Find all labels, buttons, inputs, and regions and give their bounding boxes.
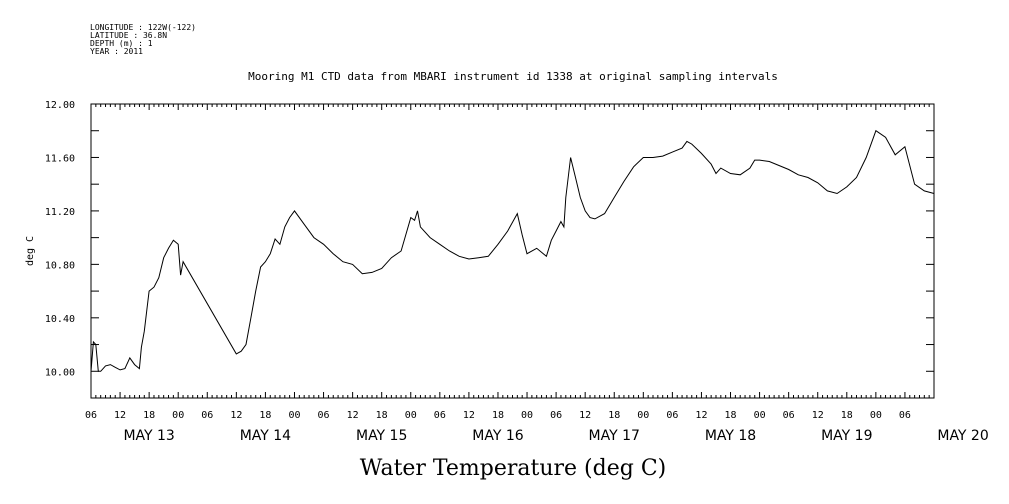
- x-day-label: MAY 16: [472, 428, 523, 444]
- x-tick-label: 18: [608, 410, 620, 421]
- x-tick-label: 12: [230, 410, 242, 421]
- x-tick-label: 12: [579, 410, 591, 421]
- x-day-label: MAY 18: [705, 428, 756, 444]
- x-day-label: MAY 19: [821, 428, 872, 444]
- x-day-label: MAY 20: [937, 428, 988, 444]
- x-axis-label: Water Temperature (deg C): [360, 456, 667, 481]
- metadata-line: LATITUDE : 36.8N: [90, 31, 167, 40]
- x-tick-label: 00: [521, 410, 533, 421]
- x-day-label: MAY 14: [240, 428, 291, 444]
- x-day-label: MAY 13: [123, 428, 174, 444]
- y-tick-label: 11.60: [45, 153, 75, 164]
- x-tick-label: 06: [550, 410, 562, 421]
- metadata-line: DEPTH (m) : 1: [90, 39, 153, 48]
- x-day-label: MAY 15: [356, 428, 407, 444]
- x-tick-label: 00: [754, 410, 766, 421]
- x-tick-label: 12: [114, 410, 126, 421]
- y-axis: 12.00 11.60 11.20 10.80 10.40 10.00: [45, 100, 934, 399]
- x-tick-label: 18: [376, 410, 388, 421]
- x-tick-label: 18: [841, 410, 853, 421]
- x-tick-label: 00: [870, 410, 882, 421]
- y-tick-label: 10.80: [45, 260, 75, 271]
- chart-title: Mooring M1 CTD data from MBARI instrumen…: [248, 70, 778, 83]
- x-tick-label: 06: [899, 410, 911, 421]
- metadata-block: LONGITUDE : 122W(-122)LATITUDE : 36.8NDE…: [90, 23, 196, 56]
- x-tick-label: 00: [288, 410, 300, 421]
- x-tick-label: 06: [318, 410, 330, 421]
- x-tick-label: 06: [85, 410, 97, 421]
- metadata-line: YEAR : 2011: [90, 47, 143, 56]
- x-tick-label: 06: [434, 410, 446, 421]
- y-tick-label: 10.00: [45, 367, 75, 378]
- y-tick-label: 12.00: [45, 100, 75, 111]
- x-tick-label: 18: [259, 410, 271, 421]
- plot-frame: [90, 103, 935, 399]
- y-axis-label: deg C: [25, 236, 36, 266]
- x-tick-label: 18: [143, 410, 155, 421]
- x-tick-label: 00: [172, 410, 184, 421]
- x-tick-label: 00: [637, 410, 649, 421]
- x-tick-label: 06: [201, 410, 213, 421]
- x-tick-label: 18: [492, 410, 504, 421]
- x-day-label: MAY 17: [589, 428, 640, 444]
- series-line: [90, 129, 935, 372]
- y-tick-label: 11.20: [45, 207, 75, 218]
- x-tick-label: 06: [783, 410, 795, 421]
- y-tick-label: 10.40: [45, 314, 75, 325]
- x-tick-label: 06: [666, 410, 678, 421]
- x-tick-label: 12: [695, 410, 707, 421]
- x-tick-label: 18: [724, 410, 736, 421]
- x-tick-label: 00: [405, 410, 417, 421]
- x-tick-label: 12: [812, 410, 824, 421]
- x-axis: 06 12 18 00 06 12 18 00 06 12 18 00 06 12 18 00 06 12 18 00…: [85, 104, 989, 444]
- x-tick-label: 12: [347, 410, 359, 421]
- metadata-line: LONGITUDE : 122W(-122): [90, 23, 196, 32]
- x-tick-label: 12: [463, 410, 475, 421]
